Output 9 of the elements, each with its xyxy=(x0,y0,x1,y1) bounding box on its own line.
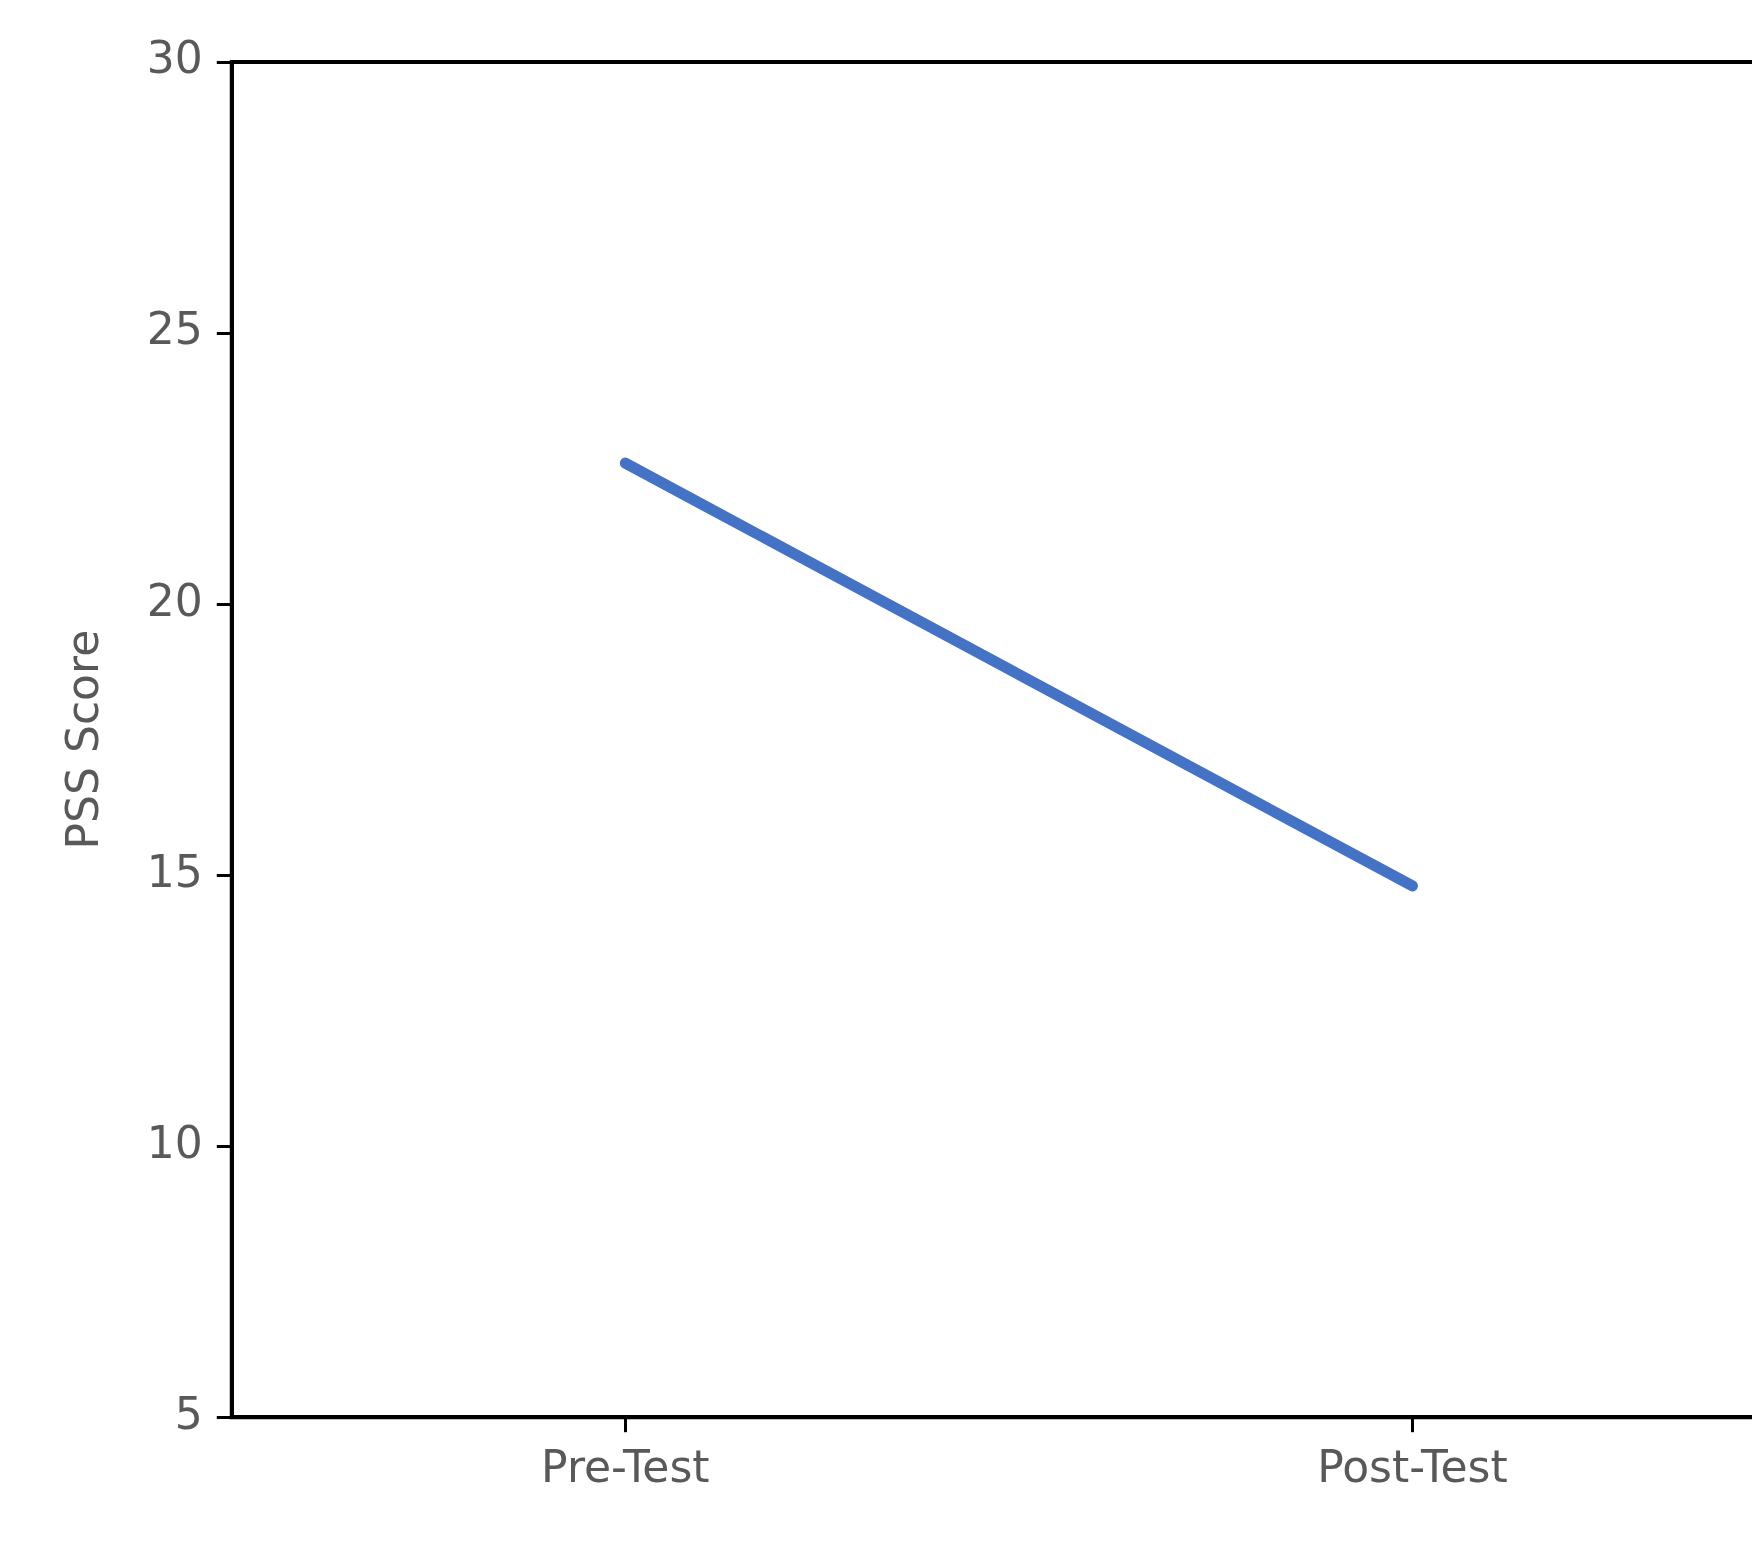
y-tick-label: 15 xyxy=(146,845,203,897)
x-tick-label: Post-Test xyxy=(1317,1441,1508,1493)
y-tick-label: 5 xyxy=(174,1387,203,1439)
x-tick-label: Pre-Test xyxy=(541,1441,710,1493)
y-axis-title: PSS Score xyxy=(56,629,108,850)
y-tick-label: 20 xyxy=(146,574,203,626)
y-tick-label: 10 xyxy=(146,1116,203,1168)
y-tick-label: 25 xyxy=(146,303,203,355)
y-tick-label: 30 xyxy=(146,32,203,84)
